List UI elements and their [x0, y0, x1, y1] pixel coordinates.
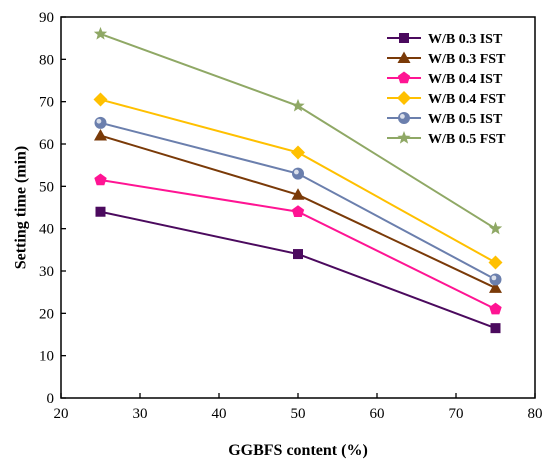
legend: W/B 0.3 IST W/B 0.3 FST W/B 0.4 IST W/B 0.4…	[387, 32, 506, 147]
y-tick-label: 60	[39, 137, 54, 153]
data-point	[293, 249, 303, 260]
legend-marker	[399, 33, 409, 43]
legend-marker	[397, 131, 411, 144]
y-tick-label: 50	[39, 179, 54, 195]
data-point	[489, 281, 502, 293]
y-tick-label: 90	[39, 10, 54, 26]
data-point	[291, 145, 305, 160]
data-point	[94, 173, 107, 186]
legend-item: W/B 0.3 FST	[387, 51, 506, 67]
data-point	[93, 92, 108, 107]
data-point	[291, 188, 305, 200]
data-point	[94, 116, 107, 129]
data-point	[489, 302, 502, 315]
data-point	[488, 255, 503, 270]
legend-label: W/B 0.5 FST	[428, 132, 506, 147]
y-tick-label: 70	[39, 95, 54, 111]
legend-marker	[397, 51, 411, 63]
circle-marker-highlight	[491, 275, 497, 281]
plot-marks	[93, 26, 503, 334]
legend-label: W/B 0.5 IST	[428, 112, 503, 127]
data-point	[95, 206, 106, 217]
x-tick-label: 40	[212, 406, 227, 422]
legend-item: W/B 0.4 FST	[387, 91, 506, 107]
legend-marker	[397, 71, 411, 84]
data-point	[488, 221, 503, 235]
circle-marker-highlight	[400, 114, 405, 119]
data-point	[291, 98, 305, 112]
y-tick-label: 40	[39, 222, 54, 238]
y-tick-label: 80	[39, 52, 54, 68]
y-tick-label: 20	[39, 306, 54, 322]
legend-label: W/B 0.3 FST	[428, 52, 506, 67]
x-tick-label: 60	[370, 406, 385, 422]
data-point	[93, 26, 108, 40]
data-point	[489, 273, 502, 286]
legend-item: W/B 0.4 IST	[387, 71, 503, 87]
x-tick-label: 70	[449, 406, 464, 422]
data-point	[291, 205, 305, 217]
legend-marker	[397, 91, 411, 105]
legend-label: W/B 0.4 IST	[428, 72, 503, 87]
circle-marker-highlight	[294, 169, 299, 175]
x-axis-title: GGBFS content (%)	[228, 442, 368, 459]
y-axis-title: Setting time (min)	[13, 146, 30, 270]
x-tick-label: 20	[54, 406, 69, 422]
legend-label: W/B 0.4 FST	[428, 92, 506, 107]
y-tick-label: 10	[39, 349, 54, 365]
plot-frame	[60, 16, 536, 399]
circle-marker-highlight	[96, 118, 102, 124]
x-tick-label: 50	[291, 406, 306, 422]
x-tick-label: 80	[528, 406, 543, 422]
legend-item: W/B 0.5 FST	[387, 131, 506, 147]
data-point	[292, 167, 304, 180]
data-point	[94, 129, 107, 141]
axis-ticks: 20 30 40 50 60 70 80 0 10 20 30 40 50 60 70 80 90	[39, 10, 543, 422]
data-point	[490, 323, 501, 334]
legend-label: W/B 0.3 IST	[428, 32, 503, 47]
legend-item: W/B 0.3 IST	[387, 32, 503, 47]
legend-item: W/B 0.5 IST	[387, 112, 503, 127]
legend-marker	[398, 112, 410, 124]
y-tick-label: 30	[39, 264, 54, 280]
y-tick-label: 0	[47, 391, 55, 407]
x-tick-label: 30	[133, 406, 148, 422]
